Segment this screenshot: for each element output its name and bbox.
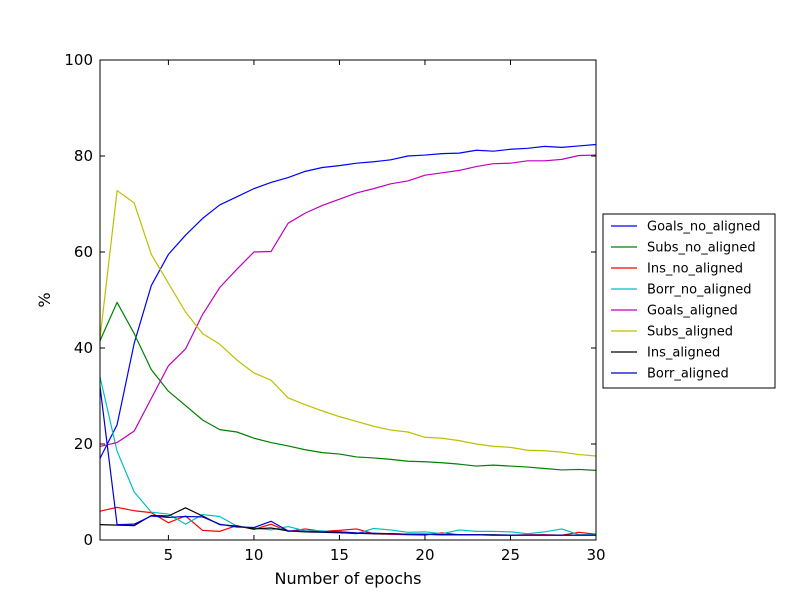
y-tick-label-5: 100 <box>64 51 93 69</box>
legend-label-5: Subs_aligned <box>647 325 733 340</box>
y-tick-label-2: 40 <box>74 339 93 357</box>
x-tick-label-3: 20 <box>415 546 434 564</box>
legend-label-4: Goals_aligned <box>647 304 738 319</box>
legend-label-7: Borr_aligned <box>647 367 729 382</box>
x-tick-label-0: 5 <box>164 546 174 564</box>
series-line-1 <box>99 301 597 471</box>
series-line-0 <box>99 143 597 459</box>
y-tick-label-4: 80 <box>74 147 93 165</box>
x-tick-label-1: 10 <box>244 546 263 564</box>
series-line-4 <box>99 154 597 447</box>
axis-ticks: 5 10 15 20 25 30 0 20 40 60 80 100 <box>64 51 605 564</box>
x-tick-label-4: 25 <box>501 546 520 564</box>
y-tick-label-0: 0 <box>83 531 93 549</box>
legend-label-2: Ins_no_aligned <box>647 262 743 277</box>
y-tick-label-1: 20 <box>74 435 93 453</box>
plot-frame <box>99 59 597 541</box>
series-line-5 <box>99 189 597 457</box>
legend: Goals_no_aligned Subs_no_aligned Ins_no_al… <box>602 213 776 389</box>
x-tick-label-5: 30 <box>586 546 605 564</box>
series-lines <box>99 143 597 536</box>
x-axis-label: Number of epochs <box>275 569 422 588</box>
legend-box <box>602 213 776 389</box>
y-axis-label: % <box>35 292 54 307</box>
series-line-6 <box>99 507 596 536</box>
legend-label-6: Ins_aligned <box>647 346 720 361</box>
series-line-2 <box>99 506 597 536</box>
series-line-7 <box>99 386 596 536</box>
legend-label-3: Borr_no_aligned <box>647 283 751 298</box>
legend-label-0: Goals_no_aligned <box>647 220 761 235</box>
legend-label-1: Subs_no_aligned <box>647 241 756 256</box>
y-tick-label-3: 60 <box>74 243 93 261</box>
x-tick-label-2: 15 <box>330 546 349 564</box>
